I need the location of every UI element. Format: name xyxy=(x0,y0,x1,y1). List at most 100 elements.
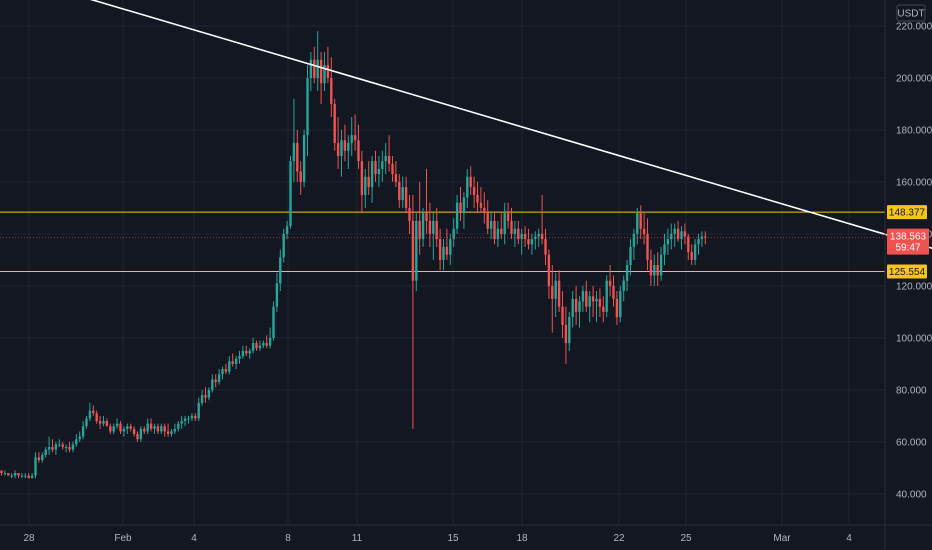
y-tick-label: 220.000 xyxy=(896,21,932,32)
candle-body xyxy=(663,244,666,255)
candle xyxy=(81,421,85,440)
candle-body xyxy=(398,181,401,201)
candle xyxy=(296,129,299,182)
currency-badge[interactable] xyxy=(896,4,926,22)
candle xyxy=(540,194,544,245)
candle-body xyxy=(646,233,649,260)
candle-body xyxy=(421,213,425,240)
candle xyxy=(602,296,605,323)
candle-body xyxy=(163,426,166,432)
candle-body xyxy=(598,298,602,307)
candle-body xyxy=(228,361,231,372)
descending-trendline[interactable] xyxy=(0,0,932,250)
candle-body xyxy=(323,64,326,84)
candle-body xyxy=(544,239,547,255)
candle-body xyxy=(489,220,493,229)
x-tick-label: 28 xyxy=(23,533,35,544)
candle-body xyxy=(289,161,292,227)
candle xyxy=(61,441,64,450)
candle-body xyxy=(98,421,102,424)
candle-body xyxy=(279,257,282,284)
candle xyxy=(394,161,398,188)
candle-body xyxy=(340,140,343,156)
candle xyxy=(299,161,302,195)
candle xyxy=(170,428,173,437)
candle-body xyxy=(302,135,306,182)
candle-body xyxy=(534,236,537,240)
x-tick-label: 8 xyxy=(285,533,291,544)
candle-body xyxy=(132,428,136,435)
candle xyxy=(370,155,374,203)
candle xyxy=(387,135,391,172)
candle-body xyxy=(214,379,217,383)
candle-body xyxy=(547,254,551,286)
candle-body xyxy=(24,475,27,477)
candle-body xyxy=(211,379,214,390)
candle-body xyxy=(564,324,568,344)
currency-badge-label: USDT xyxy=(897,9,924,20)
candle xyxy=(258,340,262,351)
candle xyxy=(561,291,564,338)
candle xyxy=(466,168,469,208)
candle xyxy=(143,426,146,435)
candle xyxy=(3,470,7,476)
candle xyxy=(98,415,102,429)
candle-body xyxy=(0,470,3,474)
last-price-badge xyxy=(887,228,929,255)
candle-body xyxy=(554,280,557,299)
candle-body xyxy=(139,428,143,440)
candle-body xyxy=(41,454,44,461)
candle-body xyxy=(642,228,646,234)
candle xyxy=(207,387,211,401)
candle-body xyxy=(452,228,455,240)
candle-body xyxy=(673,228,676,234)
candle-body xyxy=(700,236,704,240)
candle xyxy=(445,228,449,260)
candle xyxy=(231,353,234,367)
candle xyxy=(690,244,693,266)
candle-body xyxy=(588,296,591,307)
candle xyxy=(564,306,568,364)
candle xyxy=(149,418,153,432)
candle-body xyxy=(513,228,517,234)
candle xyxy=(697,233,700,255)
candle-body xyxy=(408,207,411,221)
candle-body xyxy=(479,202,483,208)
candle-body xyxy=(571,298,574,318)
candle xyxy=(126,423,129,435)
candle xyxy=(639,205,642,240)
candle xyxy=(323,51,326,91)
candle xyxy=(347,135,350,169)
candle-body xyxy=(119,423,122,432)
candle-body xyxy=(381,161,384,169)
candle xyxy=(646,218,649,271)
candle-body xyxy=(476,194,479,203)
candle xyxy=(88,402,92,422)
candle-body xyxy=(503,213,506,234)
candle xyxy=(34,452,37,479)
candle xyxy=(493,213,496,245)
candle-body xyxy=(411,220,415,281)
candle-body xyxy=(520,233,523,240)
candle xyxy=(285,220,289,240)
candle xyxy=(139,426,143,442)
candle xyxy=(119,421,122,435)
candle-body xyxy=(153,426,156,429)
candle-body xyxy=(180,421,183,424)
candle-body xyxy=(241,350,245,357)
x-tick-label: 25 xyxy=(680,533,692,544)
candle-body xyxy=(27,475,30,479)
candle xyxy=(435,207,438,247)
candle-body xyxy=(71,444,75,450)
candle-body xyxy=(364,176,367,195)
candle xyxy=(47,436,51,455)
candle xyxy=(415,213,418,292)
candle-body xyxy=(37,457,41,461)
y-tick-label: 160.000 xyxy=(896,177,932,188)
candle-body xyxy=(540,233,544,240)
candle-body xyxy=(129,426,132,429)
candle-body xyxy=(442,246,445,260)
last-price-label: 138.563 xyxy=(890,232,927,243)
